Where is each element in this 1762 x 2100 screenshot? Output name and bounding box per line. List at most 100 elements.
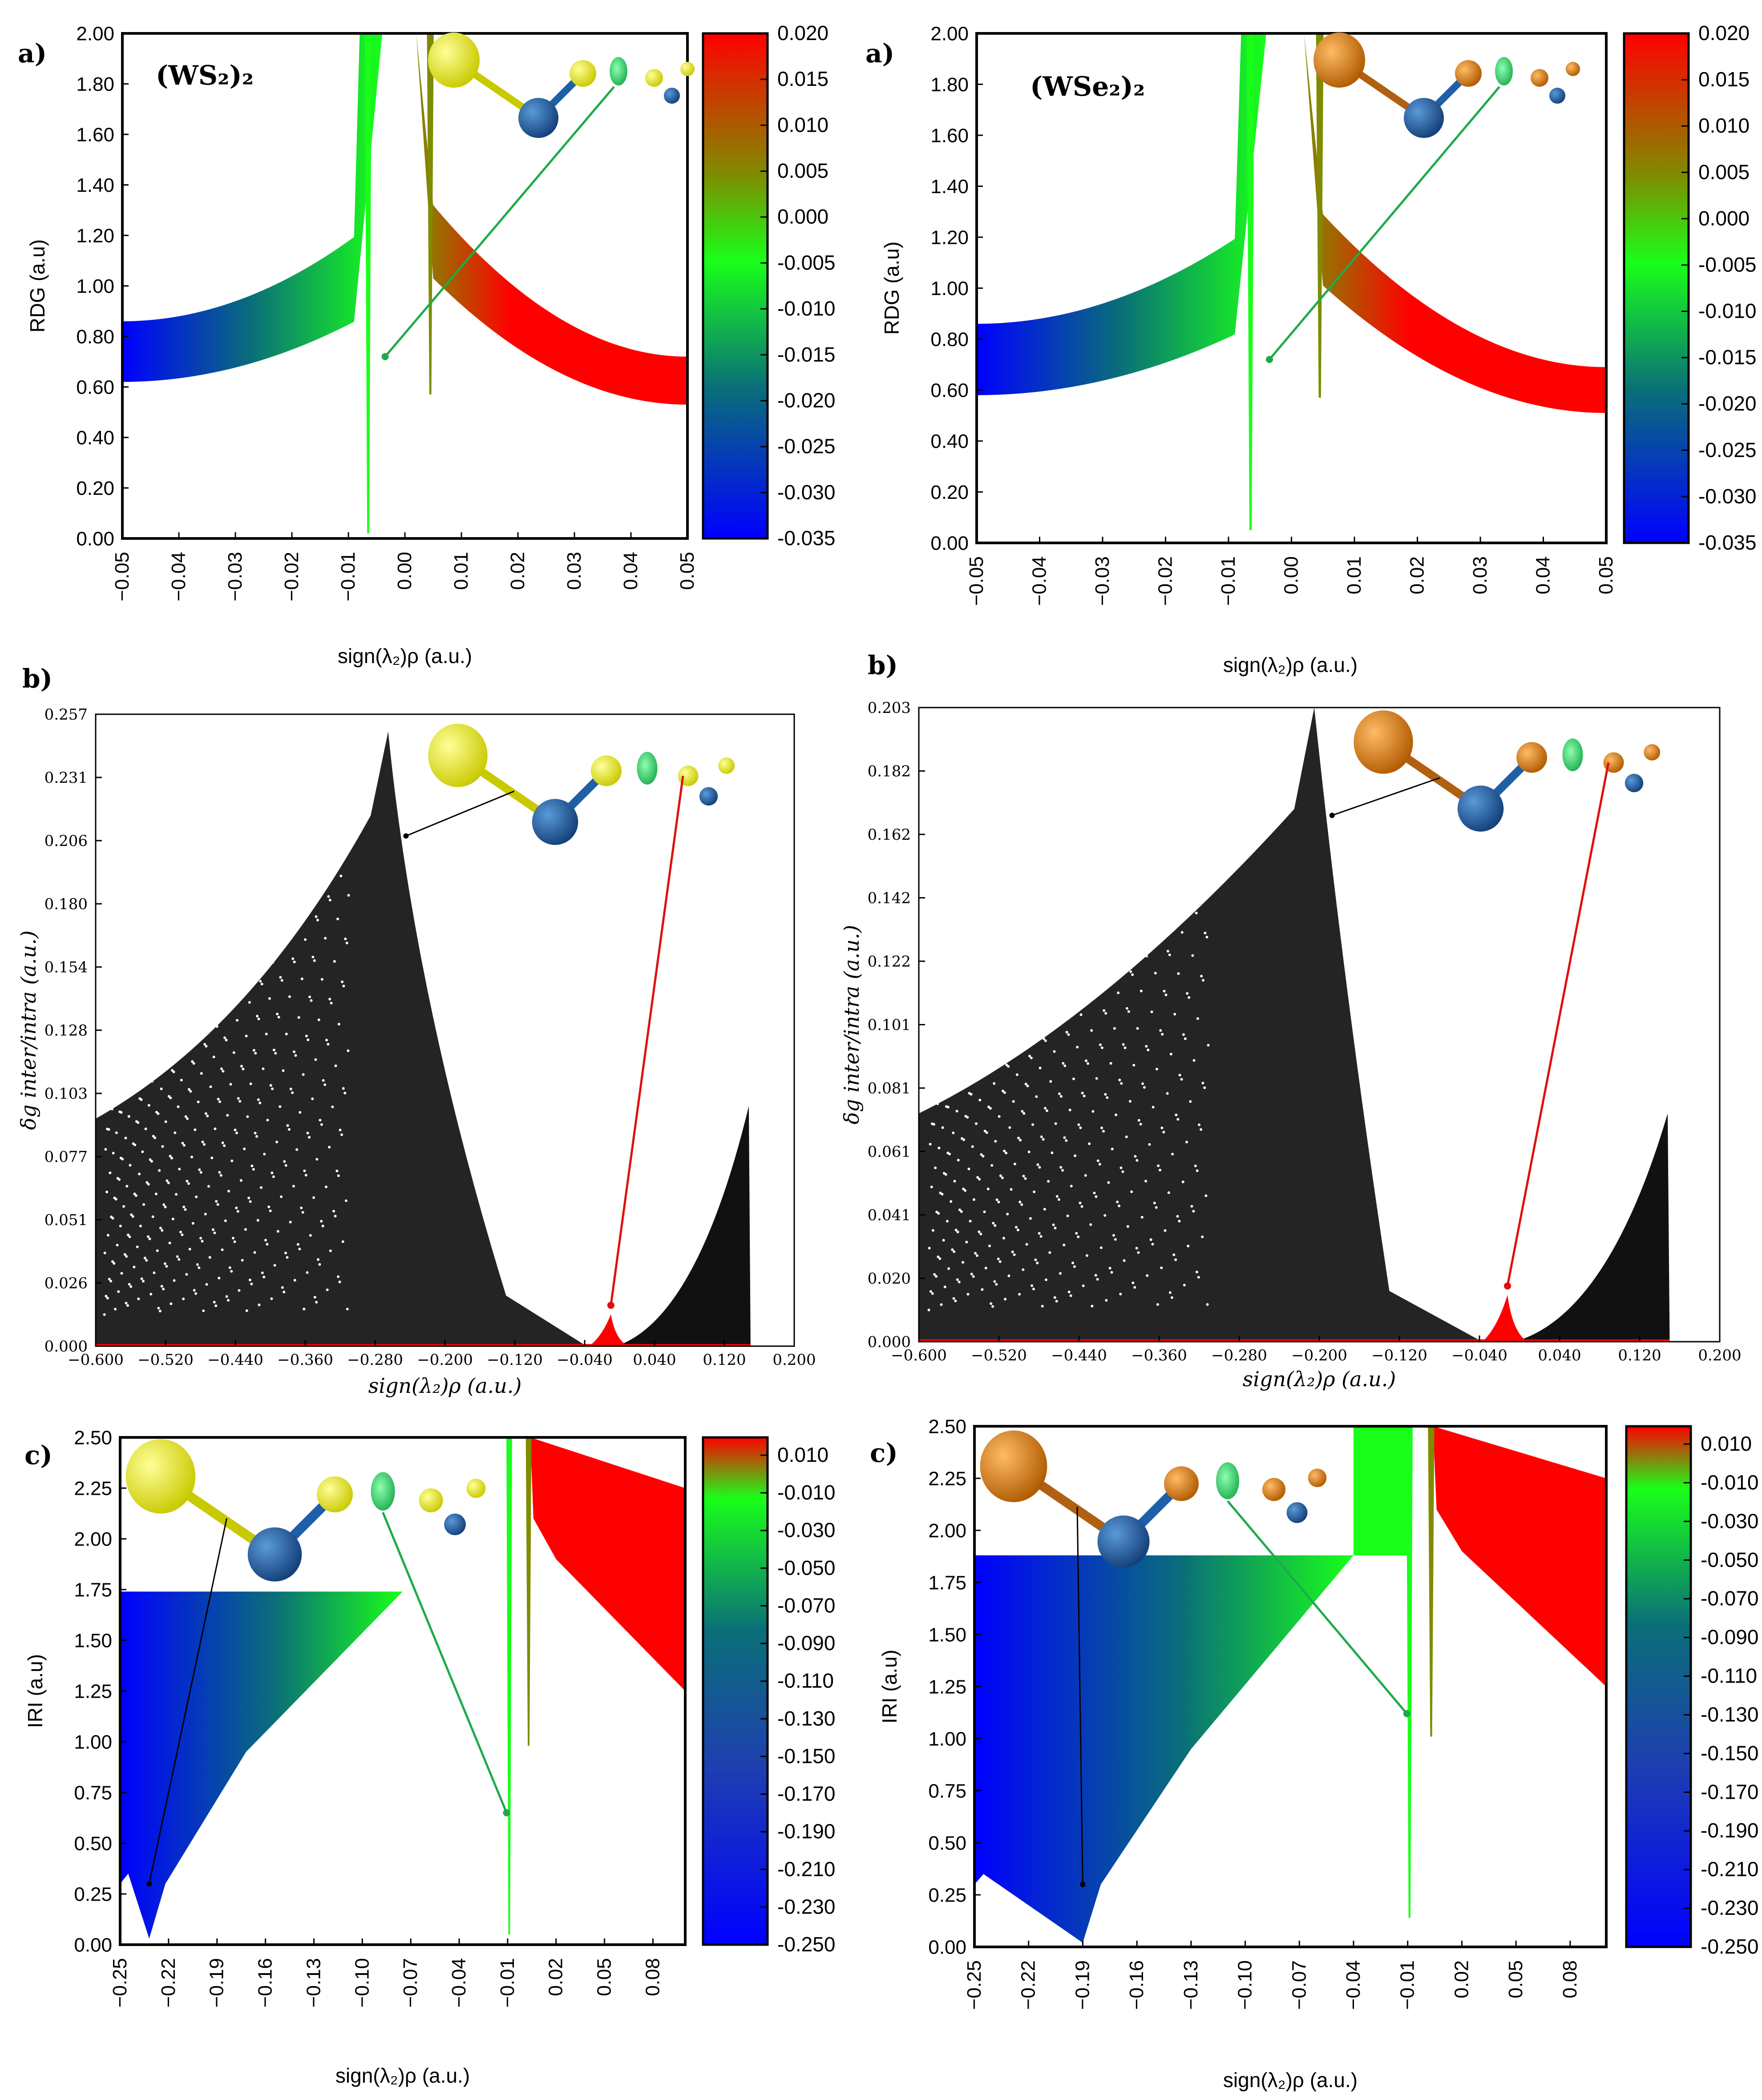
dg-point-gap [1079,1013,1083,1016]
dg-point-gap [200,1072,203,1075]
dg-point-gap [1025,1243,1028,1246]
dg-point-gap [1178,1073,1181,1076]
dg-point-gap [1011,1250,1014,1254]
colorbar-tick-label: 0.000 [777,205,828,228]
dg-point-gap [319,1119,322,1122]
dg-point-gap [1134,1155,1137,1158]
dg-point-gap [259,1101,262,1105]
dg-point-gap [1001,1176,1004,1179]
dg-point-gap [956,1278,959,1281]
dg-point-gap [1120,955,1123,958]
rdg-left-wing [122,33,383,382]
dg-point-gap [186,1117,189,1120]
dg-point-gap [938,1146,941,1149]
dg-point-gap [1092,914,1095,917]
dg-point-gap [157,1307,160,1310]
dg-point-gap [1087,947,1090,950]
dg-point-gap [132,1142,135,1145]
dg-point-gap [1137,1251,1140,1254]
y-tick-label: 0.000 [44,1338,88,1355]
dg-point-gap [280,1195,283,1198]
colorbar-tick-label: -0.035 [777,526,835,550]
dg-point-gap [198,1168,201,1171]
dg-point-gap [1117,991,1120,995]
iri-green-block [1354,1426,1408,1556]
colorbar-tick-label: -0.170 [1701,1780,1758,1803]
dg-point-gap [301,1211,304,1214]
dg-point-gap [173,1279,176,1282]
chart-iri_ws2: −0.25 −0.22 −0.19 −0.16 −0.13 −0.10 −0.07 −0.04… [24,1427,835,2087]
dg-point-gap [1055,1195,1059,1198]
dg-point-gap [347,1049,350,1052]
sulfur-atom-icon [428,724,488,787]
dg-intra-right [1520,1113,1670,1340]
pointer-arrow [382,1512,508,1813]
dg-point-gap [1174,1258,1177,1261]
dg-point-gap [1160,1126,1164,1129]
x-tick-label: 0.04 [620,552,642,590]
dg-point-gap [1195,911,1198,914]
dg-point-gap [1194,1164,1197,1167]
dg-point-gap [1050,977,1053,980]
y-tick-label: 2.00 [74,1528,112,1550]
y-tick-label: 1.00 [74,1731,112,1753]
dg-point-gap [1152,1105,1155,1109]
dg-point-gap [197,1101,200,1104]
dg-point-gap [168,1242,171,1245]
iri-spike [1428,1426,1435,1737]
dg-point-gap [1086,1062,1089,1065]
dg-point-gap [1012,1100,1015,1103]
dg-point-gap [930,1186,933,1189]
colorbar-tick-label: -0.050 [777,1556,835,1579]
dg-point-gap [955,1109,958,1113]
y-tick-label: 0.182 [868,762,911,780]
dg-point-gap [141,1150,144,1153]
dg-point-gap [975,1254,978,1257]
dg-point-gap [136,1245,139,1248]
y-tick-label: 0.75 [928,1780,966,1802]
dg-point-gap [1112,1234,1115,1237]
dg-point-gap [1200,975,1203,978]
dg-point-gap [267,911,270,914]
dg-point-gap [253,1251,256,1254]
dg-point-gap [1041,1305,1044,1308]
colorbar-tick-label: 0.010 [1698,114,1750,137]
dg-point-gap [312,1196,315,1199]
dg-point-gap [140,1277,143,1280]
dg-point-gap [1136,1027,1139,1030]
dg-point-gap [1077,1123,1080,1126]
dg-point-gap [259,980,262,983]
dg-point-gap [233,1240,236,1243]
dg-point-gap [1138,898,1141,901]
colorbar-tick-label: -0.090 [777,1631,835,1655]
dg-point-gap [1192,1210,1195,1213]
dg-point-gap [167,1182,170,1185]
dg-point-gap [1032,1287,1035,1291]
y-tick-label: 0.128 [44,1022,88,1040]
colorbar-tick-label: -0.020 [1698,392,1756,415]
dg-point-gap [122,1205,125,1208]
dg-point-gap [997,1201,1000,1204]
dg-point-gap [1003,1091,1006,1094]
rdg-spike [364,33,372,534]
dg-point-gap [1205,935,1208,939]
colorbar-tick-label: -0.025 [777,435,835,458]
dg-point-gap [1081,1092,1084,1095]
dg-point-gap [303,1169,306,1173]
dg-point-gap [144,1127,147,1130]
dg-point-gap [981,1288,984,1291]
dg-point-gap [940,1303,943,1306]
colorbar-tick-label: -0.010 [777,297,835,320]
sulfur-atom-icon [680,62,695,76]
dg-point-gap [322,1079,325,1082]
dg-point-gap [1007,1065,1010,1068]
dg-point-gap [935,1275,938,1278]
dg-point-gap [983,1210,986,1214]
dg-point-gap [934,1166,937,1169]
dg-point-gap [1026,989,1030,992]
dg-point-gap [148,1237,151,1240]
colorbar-tick-label: -0.010 [1701,1471,1758,1494]
dg-point-gap [1155,1206,1158,1209]
dg-point-gap [252,1049,255,1052]
dg-point-gap [1122,1043,1125,1046]
